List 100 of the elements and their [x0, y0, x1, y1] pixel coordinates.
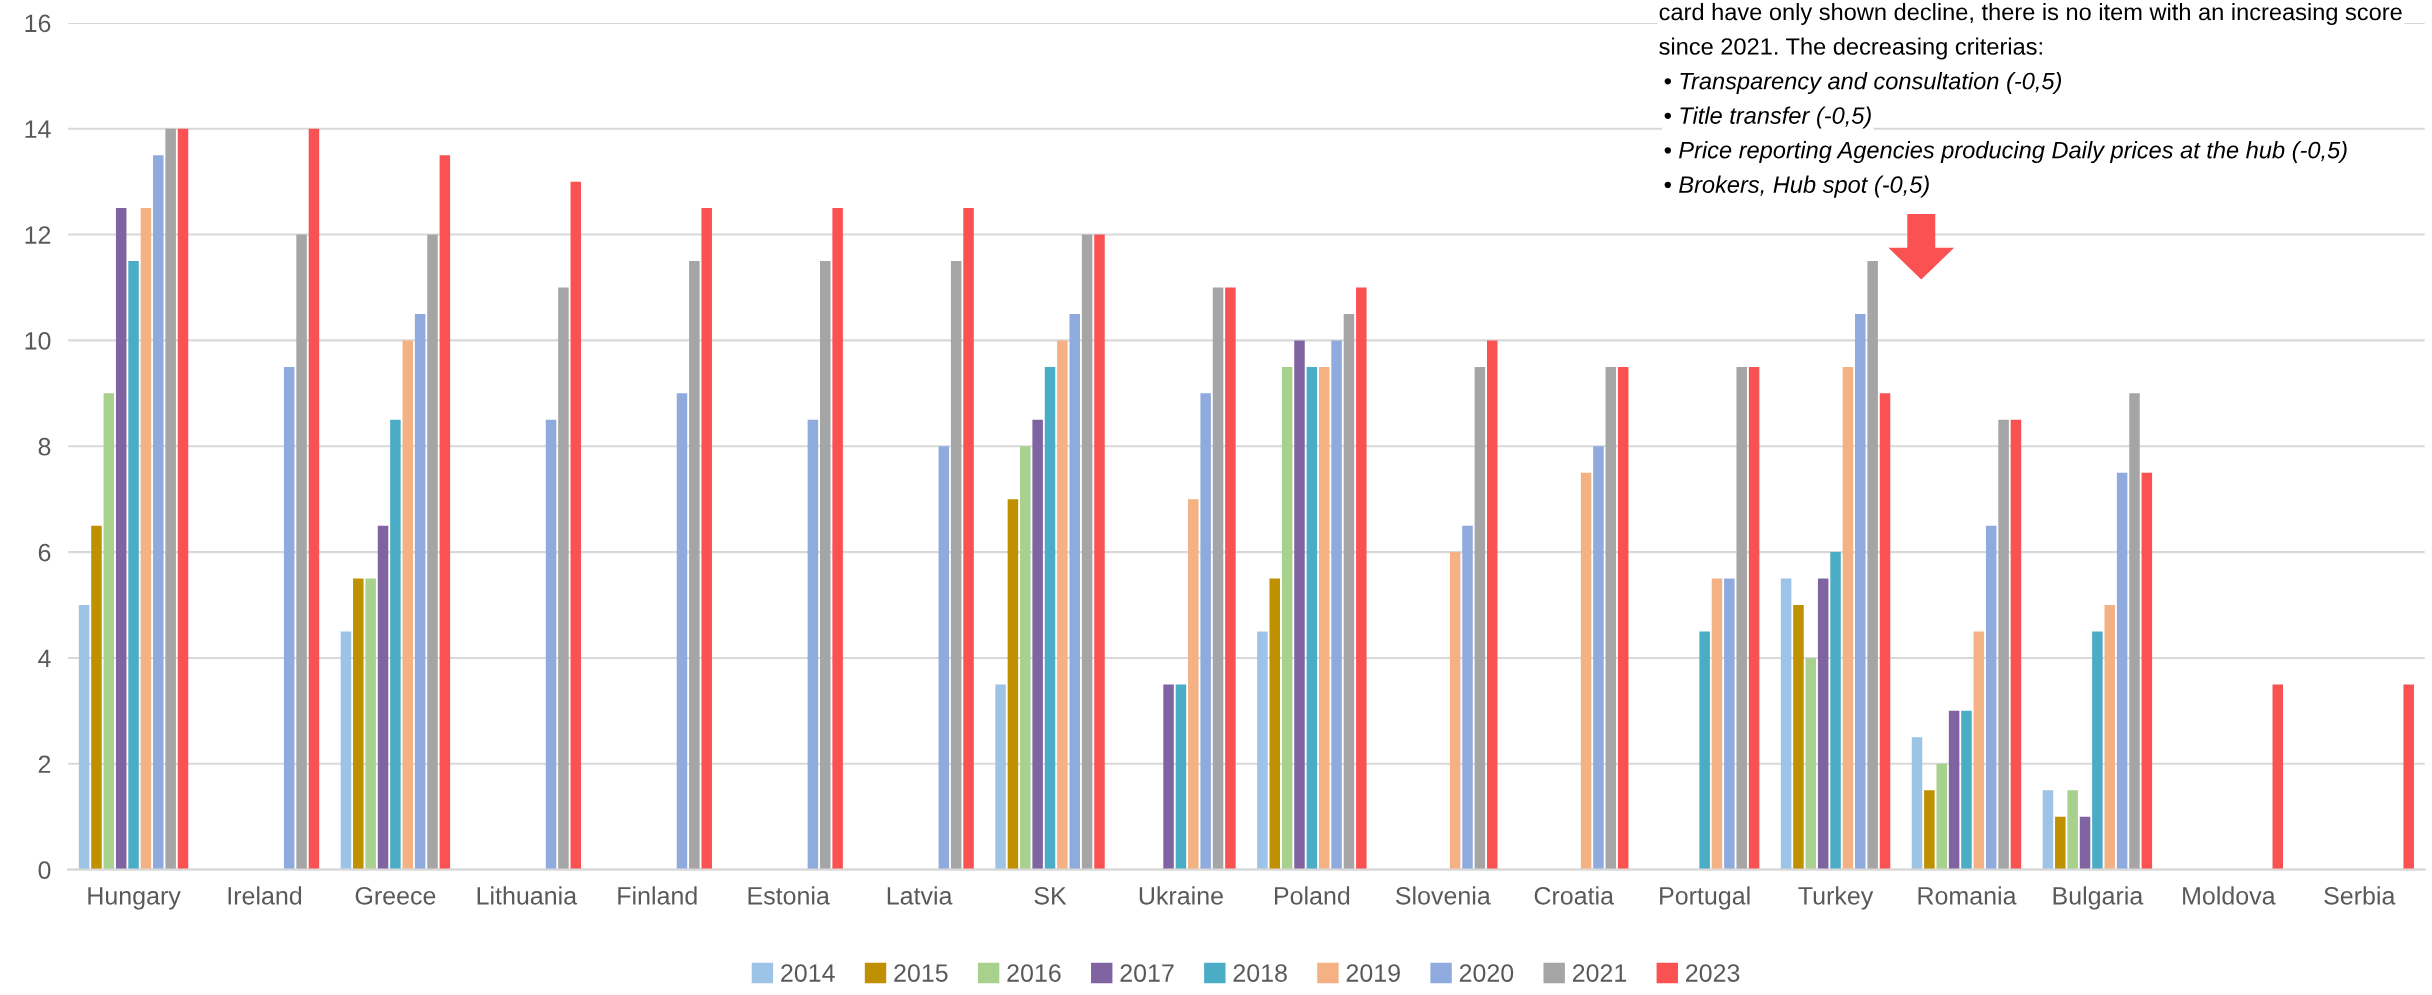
bar [390, 419, 401, 870]
bar [807, 419, 819, 870]
bar [2141, 472, 2153, 870]
annotation: card have only shown decline, there is no item with an increasing score since 2021. The decreasing criterias: [1659, 2, 2402, 60]
bar [1032, 419, 1043, 870]
bar [1188, 499, 1199, 870]
bar [1343, 313, 1355, 870]
legend-label: 2023 [1686, 964, 1740, 982]
bar [1474, 366, 1486, 870]
bar [1748, 366, 1760, 870]
bar [103, 393, 115, 870]
bar [2055, 816, 2066, 870]
bar [1805, 657, 1817, 870]
annotation: • Brokers, Hub spot (-0,5) [1664, 175, 1929, 198]
bar [78, 605, 90, 870]
bar [1356, 287, 1367, 870]
bar [1318, 366, 1330, 870]
bar [1081, 234, 1093, 870]
bar [1961, 710, 1972, 870]
bar [1057, 340, 1068, 870]
x-tick-label: SK [1034, 886, 1067, 905]
x-tick-label: Greece [355, 886, 436, 905]
bar [2067, 790, 2078, 870]
bar [1044, 366, 1056, 870]
x-tick-label: Slovenia [1395, 886, 1491, 905]
bar [1331, 340, 1342, 870]
bar [353, 578, 364, 870]
x-tick-label: Lithuania [477, 886, 578, 905]
bar [1020, 446, 1031, 870]
legend-label: 2021 [1572, 964, 1627, 982]
y-tick-label: 2 [38, 755, 51, 773]
bar [308, 128, 320, 870]
bar [296, 234, 307, 870]
y-tick-label: 12 [25, 226, 51, 244]
bar [676, 393, 688, 870]
bar [995, 684, 1006, 870]
x-tick-label: Bulgaria [2053, 886, 2144, 910]
x-tick-label: Poland [1274, 886, 1350, 905]
bar [820, 261, 831, 870]
bar [165, 128, 176, 870]
x-tick-label: Latvia [887, 886, 953, 905]
bar [1069, 313, 1080, 870]
bar [1985, 525, 1997, 870]
legend-label: 2014 [781, 964, 835, 982]
legend-label: 2016 [1007, 964, 1061, 982]
bar [2403, 684, 2414, 870]
bar [1699, 631, 1710, 870]
bar [340, 631, 352, 870]
bar [1736, 366, 1747, 870]
bar [1855, 313, 1866, 870]
bar [1593, 446, 1604, 870]
bar [140, 208, 152, 870]
bar [2272, 684, 2284, 870]
legend-label: 2018 [1233, 964, 1287, 982]
bar [689, 261, 700, 870]
x-tick-label: Portugal [1660, 886, 1750, 910]
bar [1830, 552, 1841, 870]
bar [832, 208, 843, 870]
bar [1780, 578, 1792, 870]
bar [570, 181, 582, 870]
bar [91, 525, 102, 870]
bar [950, 261, 962, 870]
bar [2079, 816, 2091, 870]
bar [2010, 419, 2022, 870]
annotation: • Title transfer (-0,5) [1664, 106, 1871, 129]
bar [545, 419, 557, 870]
x-tick-label: Moldova [2183, 886, 2276, 905]
bar [938, 446, 950, 870]
x-tick-label: Turkey [1798, 886, 1874, 910]
bar [558, 287, 569, 870]
legend-label: 2015 [894, 964, 948, 982]
bar [177, 128, 189, 870]
bar [701, 208, 712, 870]
bar [1711, 578, 1723, 870]
bar [1486, 340, 1498, 870]
bar [1007, 499, 1019, 870]
bar [1225, 287, 1236, 870]
bar [1842, 366, 1854, 870]
bar [1175, 684, 1187, 870]
bar [128, 261, 139, 870]
bar [1449, 552, 1461, 870]
bar [1998, 419, 2009, 870]
bar [1212, 287, 1224, 870]
bar [1462, 525, 1473, 870]
y-tick-label: 16 [25, 14, 51, 33]
x-tick-label: Croatia [1534, 886, 1614, 905]
bar [1163, 684, 1174, 870]
y-tick-label: 0 [38, 861, 51, 879]
x-tick-label: Serbia [2324, 886, 2396, 905]
bar [1948, 710, 1960, 870]
bar [2042, 790, 2054, 870]
bar [1269, 578, 1281, 870]
bar [1257, 631, 1268, 870]
bar [1306, 366, 1318, 870]
annotation: • Transparency and consultation (-0,5) [1664, 72, 2062, 95]
y-tick-label: 6 [38, 543, 51, 562]
bar [1094, 234, 1105, 870]
bar [1281, 366, 1293, 870]
bar [1879, 393, 1891, 870]
y-tick-label: 10 [25, 332, 51, 350]
